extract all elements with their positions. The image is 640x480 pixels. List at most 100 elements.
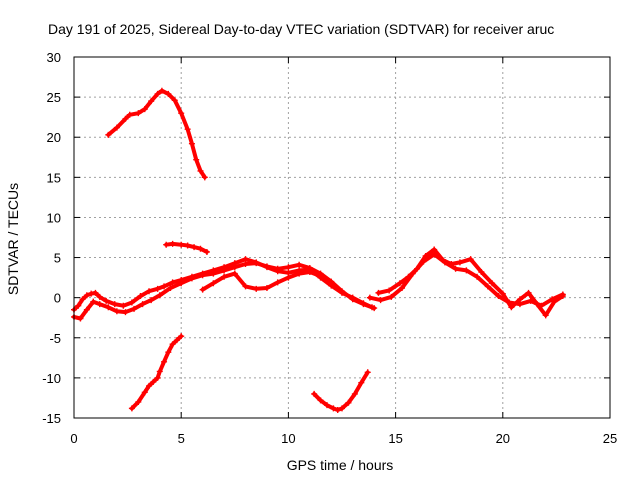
- data-point: [150, 378, 157, 385]
- data-point: [311, 390, 318, 397]
- data-point: [559, 293, 566, 300]
- x-tick-label: 5: [178, 431, 185, 446]
- data-point: [105, 304, 112, 311]
- data-point: [188, 273, 195, 280]
- data-point: [431, 246, 438, 253]
- data-point: [193, 156, 200, 163]
- data-point: [534, 301, 541, 308]
- data-point: [146, 382, 153, 389]
- data-point: [499, 290, 506, 297]
- data-point: [360, 300, 367, 307]
- data-point: [253, 285, 260, 292]
- data-point: [263, 264, 270, 271]
- y-tick-label: 20: [47, 130, 61, 145]
- data-point: [158, 87, 165, 94]
- data-point: [178, 333, 185, 340]
- x-tick-label: 20: [496, 431, 510, 446]
- data-point: [467, 256, 474, 263]
- data-point: [178, 110, 185, 117]
- y-tick-label: 5: [54, 251, 61, 266]
- data-point: [330, 405, 337, 412]
- data-point: [203, 248, 210, 255]
- series-arc-upper-left: [106, 88, 207, 180]
- data-point: [366, 294, 373, 301]
- data-point: [148, 297, 155, 304]
- data-point: [156, 292, 163, 299]
- data-point: [489, 280, 496, 287]
- data-point: [508, 304, 515, 311]
- data-point: [75, 302, 82, 309]
- data-point: [146, 288, 153, 295]
- data-point: [448, 260, 455, 267]
- data-point: [242, 256, 249, 263]
- data-point: [516, 296, 523, 303]
- data-point: [169, 341, 176, 348]
- data-point: [171, 97, 178, 104]
- series-arc-loop-low: [200, 270, 321, 292]
- y-tick-label: -15: [42, 411, 61, 426]
- plot-frame: [73, 56, 611, 419]
- data-point: [120, 302, 127, 309]
- data-point: [274, 279, 281, 286]
- data-point: [188, 140, 195, 147]
- data-point: [231, 270, 238, 277]
- data-point: [274, 268, 281, 275]
- data-point: [349, 294, 356, 301]
- data-point: [221, 273, 228, 280]
- data-point: [296, 261, 303, 268]
- data-point: [221, 264, 228, 271]
- data-point: [135, 110, 142, 117]
- data-point: [184, 126, 191, 133]
- data-point: [199, 270, 206, 277]
- y-axis-label: SDTVAR / TECUs: [5, 183, 21, 295]
- data-point: [111, 301, 118, 308]
- data-point: [495, 293, 502, 300]
- data-point: [88, 290, 95, 297]
- data-point: [339, 289, 345, 296]
- data-point: [439, 256, 446, 263]
- data-point: [201, 174, 208, 181]
- x-tick-label: 15: [388, 431, 402, 446]
- data-point: [178, 277, 185, 284]
- data-point: [334, 406, 341, 413]
- data-point: [113, 308, 120, 315]
- data-point: [165, 349, 172, 356]
- data-point: [184, 242, 191, 249]
- data-point: [263, 285, 270, 292]
- data-point: [351, 390, 358, 397]
- data-point: [414, 265, 421, 272]
- data-point: [197, 245, 204, 252]
- data-point: [169, 279, 176, 286]
- data-point: [90, 298, 97, 305]
- data-point: [131, 305, 138, 312]
- y-tick-label: -10: [42, 371, 61, 386]
- data-point: [141, 389, 148, 396]
- data-point: [339, 405, 345, 412]
- data-point: [105, 131, 112, 138]
- data-point: [148, 98, 155, 105]
- chart-title: Day 191 of 2025, Sidereal Day-to-day VTE…: [48, 21, 554, 37]
- y-tick-label: 10: [47, 210, 61, 225]
- data-point: [285, 264, 292, 271]
- data-point: [306, 268, 313, 275]
- data-point: [135, 398, 142, 405]
- data-point: [139, 301, 146, 308]
- data-point: [364, 369, 371, 376]
- data-point: [154, 374, 161, 381]
- data-point: [191, 244, 198, 251]
- data-point: [405, 273, 412, 280]
- data-point: [253, 259, 260, 266]
- data-point: [484, 283, 491, 290]
- data-point: [92, 289, 99, 296]
- data-point: [456, 259, 463, 266]
- data-point: [122, 309, 129, 316]
- data-point: [197, 167, 204, 174]
- y-tick-label: 30: [47, 50, 61, 65]
- data-point: [375, 289, 382, 296]
- data-point: [113, 124, 120, 131]
- data-point: [388, 293, 395, 300]
- x-axis-label: GPS time / hours: [287, 457, 394, 473]
- data-point: [163, 241, 170, 248]
- series-arc-lower-mid: [312, 370, 370, 412]
- data-point: [210, 280, 217, 287]
